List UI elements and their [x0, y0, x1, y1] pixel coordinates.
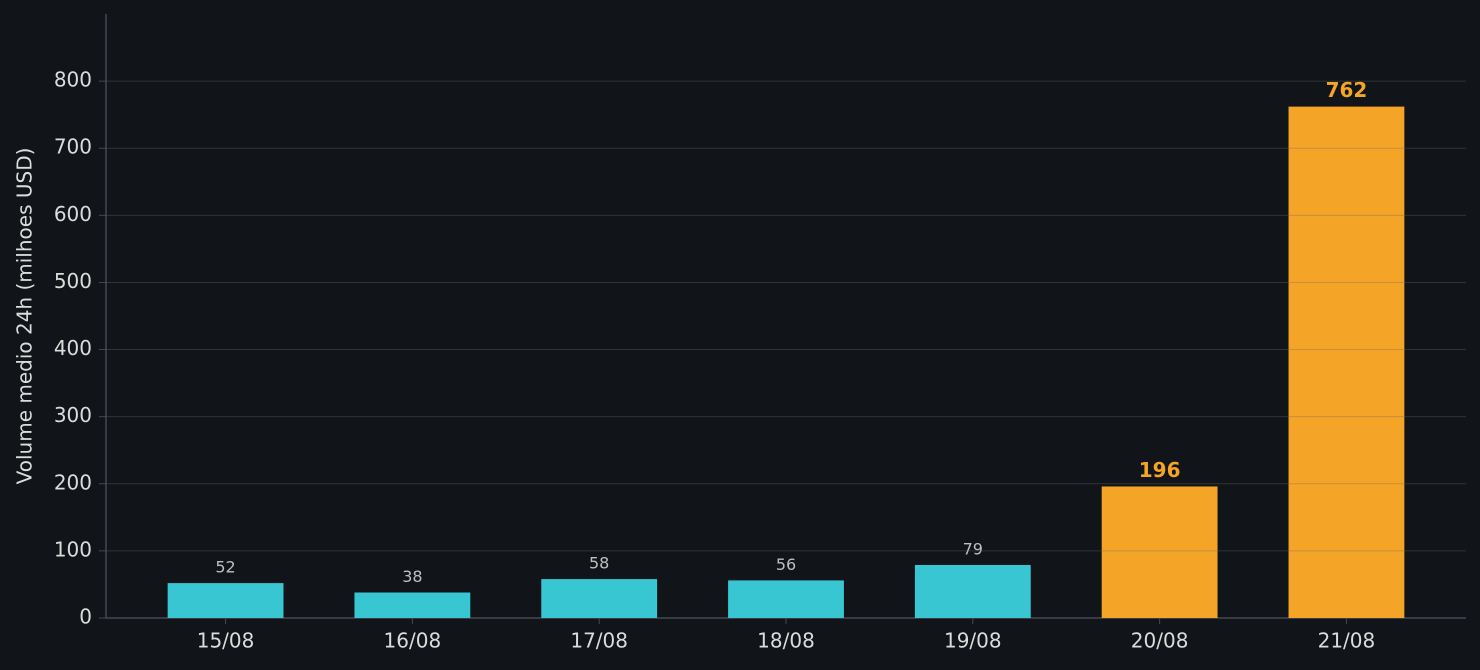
bar: [354, 592, 471, 618]
x-tick-label: 16/08: [384, 629, 442, 653]
bar: [1101, 486, 1218, 618]
value-label: 52: [215, 558, 235, 577]
bar: [728, 580, 844, 618]
bar: [541, 579, 658, 618]
x-tick-label: 21/08: [1318, 629, 1376, 653]
value-label: 38: [402, 567, 422, 586]
x-tick-label: 17/08: [570, 629, 628, 653]
value-label: 196: [1139, 458, 1181, 482]
y-tick-label: 700: [54, 135, 92, 159]
y-tick-label: 0: [79, 605, 92, 629]
y-tick-label: 500: [54, 269, 92, 293]
x-tick-label: 18/08: [757, 629, 815, 653]
y-tick-label: 300: [54, 403, 92, 427]
y-tick-label: 400: [54, 336, 92, 360]
value-label: 762: [1326, 78, 1368, 102]
y-tick-label: 800: [54, 68, 92, 92]
x-tick-label: 19/08: [944, 629, 1002, 653]
value-label: 58: [589, 554, 609, 573]
x-tick-label: 20/08: [1131, 629, 1189, 653]
bar: [1288, 106, 1405, 618]
x-tick-label: 15/08: [197, 629, 255, 653]
bar: [914, 564, 1031, 618]
value-label: 79: [963, 539, 983, 558]
bar: [167, 583, 284, 618]
value-label: 56: [776, 555, 796, 574]
y-axis-label: Volume medio 24h (milhoes USD): [13, 148, 37, 485]
y-tick-label: 100: [54, 537, 92, 561]
y-tick-label: 200: [54, 470, 92, 494]
y-tick-label: 600: [54, 202, 92, 226]
